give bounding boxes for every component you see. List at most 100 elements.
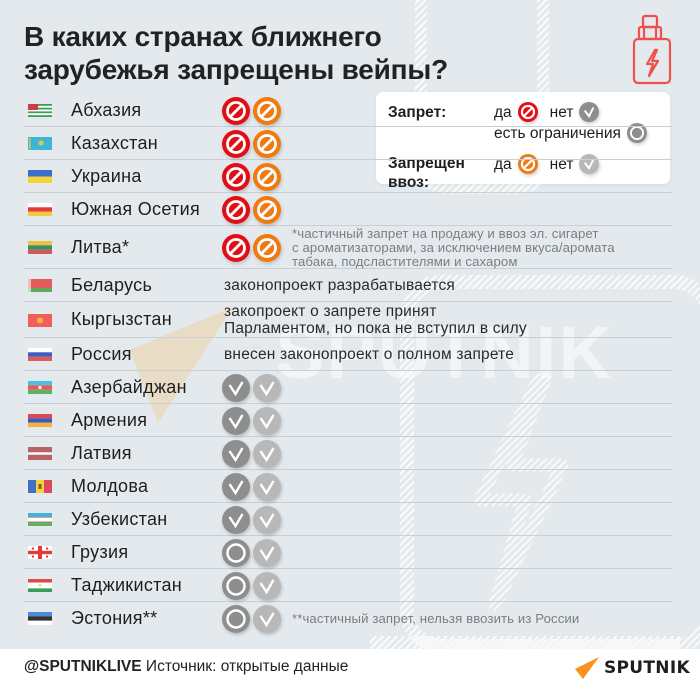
table-row: Эстония** **частичный запрет, нельзя ввоз…	[24, 602, 672, 635]
restriction-icon	[222, 604, 250, 633]
vape-icon	[632, 14, 672, 85]
status-icons	[222, 505, 281, 534]
footer-handle: @SPUTNIKLIVE	[24, 658, 142, 675]
legend-ban-label: Запрет:	[388, 104, 447, 121]
tajikistan-flag	[28, 579, 52, 592]
latvia-flag	[28, 447, 52, 460]
table-row: Южная Осетия	[24, 193, 672, 226]
country-name: Эстония**	[71, 607, 158, 628]
title-line-2: зарубежья запрещены вейпы?	[24, 54, 448, 85]
country-name: Казахстан	[71, 132, 159, 153]
status-icons	[222, 129, 281, 158]
check-icon	[579, 102, 600, 122]
footnote-line: *частичный запрет на продажу и ввоз эл. …	[292, 225, 599, 241]
import-ban-icon	[253, 129, 281, 158]
country-name: Латвия	[71, 442, 132, 463]
table-row: Азербайджан	[24, 371, 672, 404]
check-icon	[222, 373, 250, 402]
table-row: Узбекистан	[24, 503, 672, 536]
country-name: Абхазия	[71, 99, 142, 120]
moldova-flag	[28, 480, 52, 493]
country-name: Беларусь	[71, 274, 153, 295]
status-icons	[222, 233, 281, 262]
country-table: Абхазия Казахстан Украина Южная Осетия Литва…	[24, 94, 672, 635]
table-row: Таджикистан	[24, 569, 672, 602]
page-title: В каких странах ближнего зарубежья запре…	[24, 20, 448, 86]
country-name: Узбекистан	[71, 508, 168, 529]
footnote-line: **частичный запрет, нельзя ввозить из Ро…	[292, 610, 580, 626]
status-note-line: внесен законопроект о полном запрете	[224, 346, 515, 363]
table-row: Грузия	[24, 536, 672, 569]
import-ban-icon	[253, 233, 281, 262]
ukraine-flag	[28, 170, 52, 183]
import-allowed-icon	[253, 439, 281, 468]
russia-flag	[28, 348, 52, 361]
country-name: Кыргызстан	[71, 309, 172, 329]
status-icons	[222, 406, 281, 435]
check-icon	[222, 439, 250, 468]
import-allowed-icon	[253, 373, 281, 402]
legend-box: Запрет: да нет есть ограничения Запрещен…	[376, 92, 670, 191]
status-note-line: Парламентом, но пока не вступил в силу	[224, 320, 527, 337]
kazakhstan-flag	[28, 137, 52, 150]
table-row: Латвия	[24, 437, 672, 470]
table-row: Россия внесен законопроект о полном запре…	[24, 338, 672, 371]
table-row: Кыргызстан закопроект о запрете принят Пар…	[24, 302, 672, 338]
country-name: Грузия	[71, 541, 129, 562]
sputnik-triangle-icon	[575, 657, 599, 679]
country-name: Молдова	[71, 475, 149, 496]
status-icons	[222, 195, 281, 224]
status-note: внесен законопроект о полном запрете	[224, 346, 514, 363]
import-ban-icon	[253, 96, 281, 125]
restriction-icon	[222, 538, 250, 567]
ban-icon	[222, 233, 250, 262]
table-row: Армения	[24, 404, 672, 437]
check-icon	[222, 406, 250, 435]
footer-credit: @SPUTNIKLIVE Источник: открытые данные	[24, 658, 348, 676]
country-name: Армения	[71, 409, 148, 430]
watermark-sputnik-triangle	[130, 307, 233, 423]
check-icon	[222, 505, 250, 534]
import-ban-icon	[253, 195, 281, 224]
import-allowed-icon	[253, 538, 281, 567]
country-name: Россия	[71, 343, 132, 364]
table-row: Украина	[24, 160, 672, 193]
legend-ban-limited-text: есть ограничения	[494, 124, 621, 142]
country-name: Литва*	[71, 236, 130, 257]
ban-icon	[222, 129, 250, 158]
import-allowed-icon	[253, 505, 281, 534]
status-icons	[222, 373, 281, 402]
status-icons	[222, 538, 281, 567]
watermark-logo-text: SPUTNIK	[275, 311, 614, 394]
ban-icon	[222, 96, 250, 125]
status-icons	[222, 162, 281, 191]
footer-source: Источник: открытые данные	[145, 658, 349, 675]
ban-icon	[222, 162, 250, 191]
legend-ban-yes-text: да	[494, 103, 512, 121]
infographic-panel: SPUTNIK В каких странах ближнего зарубеж…	[0, 0, 700, 649]
ban-icon	[517, 102, 538, 122]
armenia-flag	[28, 414, 52, 427]
status-note: закопроект о запрете принят Парламентом, …	[224, 303, 527, 337]
footnote: *частичный запрет на продажу и ввоз эл. …	[292, 225, 615, 269]
legend-ban-limited: есть ограничения	[494, 123, 647, 143]
legend-import-label-2: ввоз:	[388, 174, 429, 191]
legend-ban-no-text: нет	[549, 103, 574, 121]
import-allowed-icon	[253, 571, 281, 600]
import-allowed-icon	[253, 604, 281, 633]
footnote: **частичный запрет, нельзя ввозить из Ро…	[292, 610, 580, 626]
title-line-1: В каких странах ближнего	[24, 21, 382, 52]
legend-ban-yes: да нет	[494, 102, 600, 122]
import-ban-icon	[253, 162, 281, 191]
import-allowed-icon	[253, 406, 281, 435]
status-note-line: закопроект о запрете принят	[224, 303, 437, 320]
status-note-line: законопроект разрабатывается	[224, 277, 456, 294]
south-ossetia-flag	[28, 203, 52, 216]
abkhazia-flag	[28, 104, 52, 117]
belarus-flag	[28, 279, 52, 292]
status-icons	[222, 604, 281, 633]
footnote-line: с ароматизаторами, за исключением вкуса/…	[292, 239, 615, 255]
table-row: Литва* *частичный запрет на продажу и вво…	[24, 226, 672, 269]
watermark-stripe	[0, 636, 700, 649]
uzbekistan-flag	[28, 513, 52, 526]
